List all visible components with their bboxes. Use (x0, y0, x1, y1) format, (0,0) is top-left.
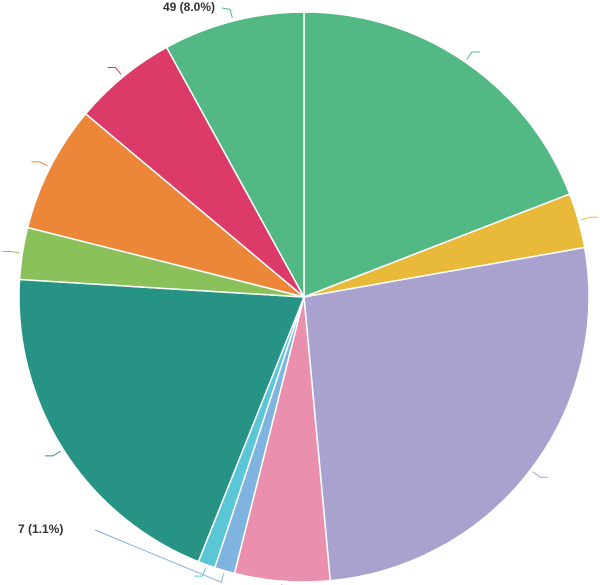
leader-line (45, 450, 61, 457)
leader-line (221, 7, 233, 19)
data-label: 49 (8.0%) (163, 0, 215, 14)
data-label: 7 (1.1%) (18, 522, 63, 536)
leader-line (532, 471, 549, 478)
leader-line (581, 216, 599, 221)
leader-line (107, 67, 122, 75)
pie-slice (165, 11, 305, 298)
pie-slice (18, 278, 306, 563)
pie-slice (303, 246, 590, 582)
leader-line (2, 250, 20, 254)
pie-slice (26, 112, 305, 298)
pie-slice (303, 11, 571, 299)
leader-line (466, 51, 480, 60)
leader-line (31, 161, 48, 167)
leader-line (94, 529, 225, 583)
leader-line (194, 567, 206, 577)
